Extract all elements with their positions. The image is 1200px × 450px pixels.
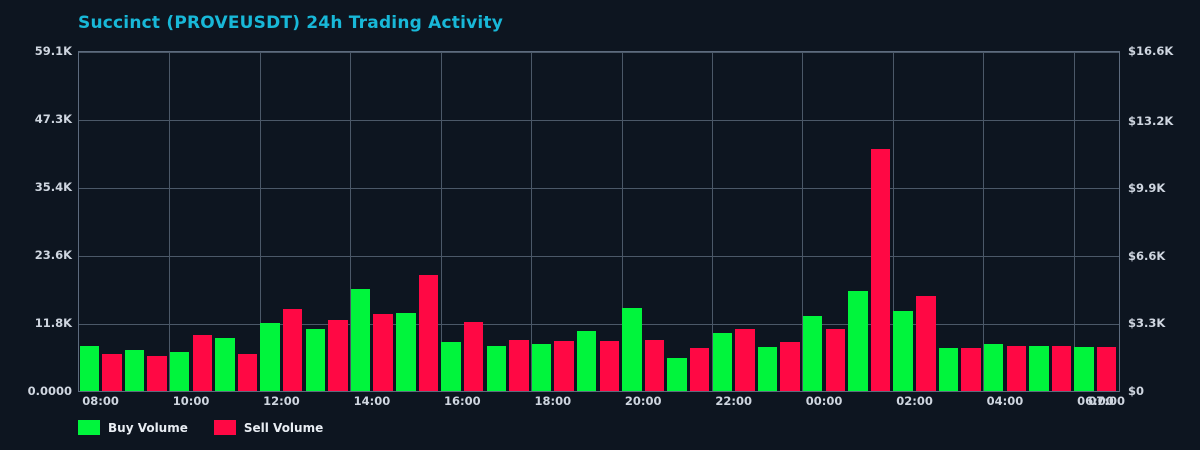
buy-volume-bar[interactable]: [803, 316, 823, 391]
gridline-vertical: [983, 52, 985, 392]
sell-volume-bar[interactable]: [509, 339, 529, 391]
legend-item[interactable]: Buy Volume: [78, 420, 188, 435]
plot-area: [78, 51, 1120, 392]
right-axis-tick: $6.6K: [1128, 248, 1166, 263]
x-axis-tick: 14:00: [353, 394, 391, 408]
sell-volume-bar[interactable]: [283, 308, 303, 391]
legend-label: Buy Volume: [108, 420, 188, 435]
buy-volume-bar[interactable]: [667, 358, 687, 391]
gridline-horizontal: [79, 256, 1119, 258]
sell-volume-bar[interactable]: [870, 148, 891, 391]
x-axis-tick: 20:00: [624, 394, 662, 408]
x-axis-tick: 07:00: [1088, 394, 1125, 408]
right-axis-tick: $3.3K: [1128, 316, 1166, 331]
legend-swatch-icon: [213, 420, 236, 435]
legend-label: Sell Volume: [243, 420, 324, 435]
sell-volume-bar[interactable]: [735, 329, 755, 391]
gridline-vertical: [169, 52, 171, 392]
gridline-vertical: [259, 52, 261, 392]
sell-volume-bar[interactable]: [373, 313, 393, 391]
gridline-vertical: [712, 52, 714, 392]
right-axis-tick: $9.9K: [1128, 181, 1166, 196]
sell-volume-bar[interactable]: [192, 335, 213, 391]
buy-volume-bar[interactable]: [305, 328, 326, 391]
sell-volume-bar[interactable]: [237, 354, 258, 391]
gridline-horizontal: [79, 188, 1119, 190]
chart-title: Succinct (PROVEUSDT) 24h Trading Activit…: [78, 13, 504, 33]
buy-volume-bar[interactable]: [938, 348, 959, 391]
sell-volume-bar[interactable]: [599, 340, 620, 391]
gridline-vertical: [892, 52, 894, 392]
buy-volume-bar[interactable]: [893, 311, 913, 391]
buy-volume-bar[interactable]: [712, 333, 733, 391]
sell-volume-bar[interactable]: [328, 320, 348, 391]
sell-volume-bar[interactable]: [102, 353, 122, 391]
gridline-horizontal: [79, 52, 1119, 53]
buy-volume-bar[interactable]: [1074, 346, 1094, 391]
x-axis-tick: 08:00: [82, 394, 119, 408]
sell-volume-bar[interactable]: [825, 329, 846, 391]
buy-volume-bar[interactable]: [622, 308, 642, 391]
sell-volume-bar[interactable]: [1006, 346, 1026, 391]
buy-volume-bar[interactable]: [486, 345, 506, 391]
sell-volume-bar[interactable]: [418, 275, 439, 391]
sell-volume-bar[interactable]: [1051, 346, 1072, 391]
buy-volume-bar[interactable]: [1029, 346, 1049, 391]
left-axis-tick: 59.1K: [34, 44, 72, 58]
left-axis-tick: 23.6K: [34, 248, 72, 263]
buy-volume-bar[interactable]: [531, 343, 552, 391]
buy-volume-bar[interactable]: [215, 338, 235, 391]
buy-volume-bar[interactable]: [79, 346, 100, 391]
gridline-vertical: [621, 52, 623, 392]
gridline-horizontal: [79, 324, 1119, 326]
left-axis-tick: 47.3K: [34, 111, 72, 126]
sell-volume-bar[interactable]: [554, 340, 574, 391]
x-axis-tick: 18:00: [534, 394, 572, 408]
legend-swatch-icon: [78, 420, 100, 435]
legend-item[interactable]: Sell Volume: [213, 420, 324, 435]
gridline-horizontal: [79, 119, 1119, 121]
sell-volume-bar[interactable]: [780, 341, 800, 391]
left-axis-tick: 35.4K: [34, 180, 72, 195]
right-axis-tick: $13.2K: [1128, 113, 1174, 128]
x-axis-tick: 06:00: [1077, 394, 1114, 408]
buy-volume-bar[interactable]: [441, 342, 461, 391]
buy-volume-bar[interactable]: [757, 347, 778, 391]
sell-volume-bar[interactable]: [690, 347, 710, 391]
x-axis-tick: 16:00: [444, 394, 481, 408]
chart-legend: Buy Volume Sell Volume: [78, 420, 323, 435]
x-axis-tick: 10:00: [172, 394, 210, 408]
sell-volume-bar[interactable]: [1096, 346, 1117, 391]
left-axis-tick: 0.0000: [27, 384, 72, 398]
gridline-vertical: [350, 52, 352, 392]
sell-volume-bar[interactable]: [644, 339, 665, 391]
gridline-vertical: [802, 52, 804, 392]
buy-volume-bar[interactable]: [260, 322, 280, 391]
gridline-vertical: [1073, 52, 1075, 392]
buy-volume-bar[interactable]: [396, 313, 416, 391]
left-axis-tick: 11.8K: [34, 316, 72, 331]
x-axis-tick: 02:00: [896, 394, 933, 408]
x-axis-tick: 00:00: [805, 394, 843, 408]
buy-volume-bar[interactable]: [848, 291, 868, 391]
x-axis-line: [78, 391, 1119, 392]
bars-layer: [78, 51, 1118, 391]
buy-volume-bar[interactable]: [170, 351, 190, 391]
x-axis-tick: 12:00: [263, 394, 300, 408]
buy-volume-bar[interactable]: [983, 344, 1004, 391]
sell-volume-bar[interactable]: [147, 356, 167, 391]
buy-volume-bar[interactable]: [350, 288, 371, 391]
x-axis-tick: 22:00: [715, 394, 752, 408]
buy-volume-bar[interactable]: [124, 350, 145, 391]
right-axis-tick: $16.6K: [1128, 44, 1174, 58]
gridline-vertical: [531, 52, 533, 392]
sell-volume-bar[interactable]: [961, 348, 981, 391]
x-axis-tick: 04:00: [986, 394, 1024, 408]
gridline-vertical: [440, 52, 442, 392]
sell-volume-bar[interactable]: [463, 321, 484, 391]
sell-volume-bar[interactable]: [916, 296, 936, 391]
right-axis-tick: $0: [1128, 384, 1145, 398]
buy-volume-bar[interactable]: [576, 330, 597, 391]
